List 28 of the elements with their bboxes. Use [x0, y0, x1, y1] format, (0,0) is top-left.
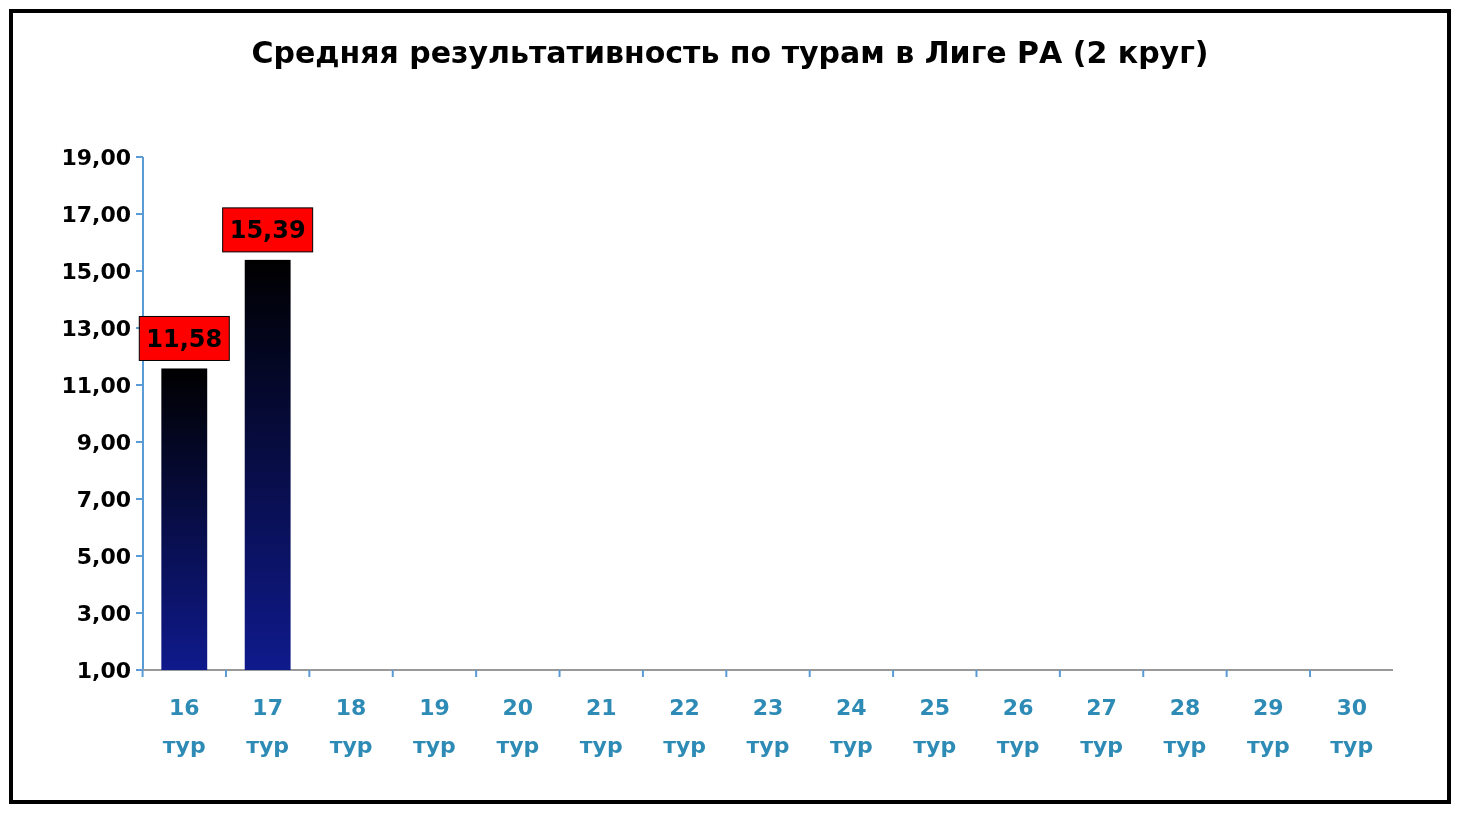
x-tick-label: 17 тур: [246, 695, 290, 758]
y-tick-label: 9,00: [76, 429, 131, 455]
x-tick-label: 25 тур: [913, 695, 957, 758]
chart-title: Средняя результативность по турам в Лиге РА (2 круг): [251, 35, 1209, 70]
x-tick-label: 28 тур: [1163, 695, 1207, 758]
x-tick-label: 22 тур: [663, 695, 707, 758]
x-tick-label: 24 тур: [829, 695, 873, 758]
data-label: 15,39: [229, 216, 306, 245]
y-tick-label: 3,00: [76, 600, 131, 626]
x-tick-label: 19 тур: [413, 695, 456, 758]
y-tick-label: 5,00: [76, 543, 131, 569]
x-tick-label: 29 тур: [1246, 695, 1290, 758]
y-tick-label: 1,00: [76, 657, 131, 683]
y-tick-label: 11,00: [61, 372, 131, 398]
y-tick-label: 7,00: [76, 486, 131, 512]
x-tick-label: 21 тур: [579, 695, 623, 758]
x-tick-label: 20 тур: [496, 695, 540, 758]
y-tick-label: 17,00: [61, 201, 131, 227]
x-tick-label: 27 тур: [1080, 695, 1123, 758]
x-tick-label: 18 тур: [329, 695, 373, 758]
x-tick-label: 16 тур: [162, 695, 206, 758]
x-tick-label: 30 тур: [1330, 695, 1374, 758]
y-tick-label: 19,00: [61, 144, 131, 170]
y-tick-label: 15,00: [61, 258, 131, 284]
x-tick-label: 26 тур: [996, 695, 1040, 758]
data-label: 11,58: [146, 324, 223, 353]
y-tick-label: 13,00: [61, 315, 131, 341]
x-tick-label: 23 тур: [746, 695, 790, 758]
